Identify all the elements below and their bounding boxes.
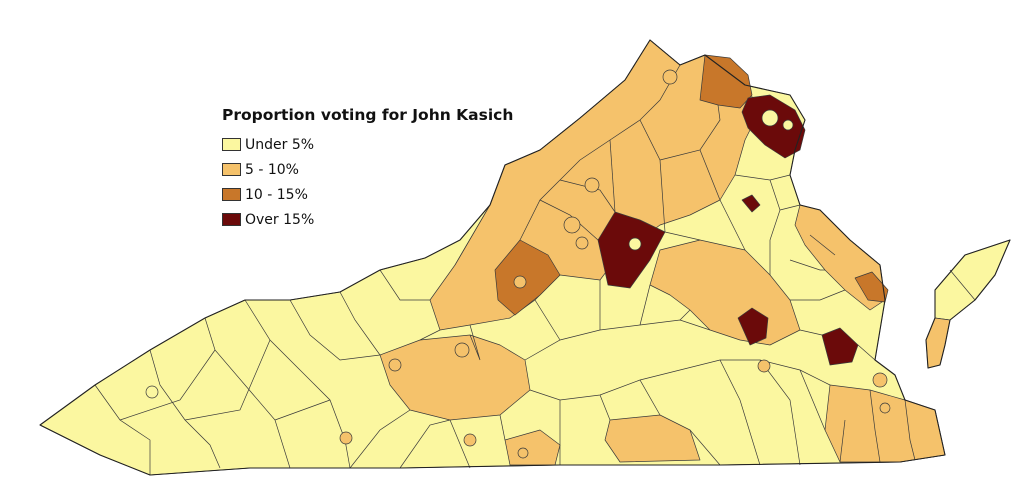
legend: Proportion voting for John Kasich Under …	[222, 106, 513, 232]
legend-swatch	[222, 163, 241, 176]
county-lancaster	[854, 271, 889, 303]
legend-swatch	[222, 188, 241, 201]
region-southeast-orange	[824, 384, 946, 463]
legend-item-over-15: Over 15%	[222, 207, 513, 232]
legend-swatch	[222, 138, 241, 151]
county-borders	[94, 64, 976, 475]
legend-item-5-10: 5 - 10%	[222, 157, 513, 182]
state-outline	[39, 39, 946, 476]
county-james-city	[821, 327, 859, 366]
legend-item-10-15: 10 - 15%	[222, 182, 513, 207]
county-fairfax	[741, 94, 806, 159]
legend-swatch	[222, 213, 241, 226]
legend-title: Proportion voting for John Kasich	[222, 106, 514, 124]
county-spotsylvania-city	[741, 194, 761, 213]
region-southside-orange	[504, 429, 561, 466]
legend-label: 10 - 15%	[245, 186, 308, 203]
independent-cities	[145, 69, 891, 459]
county-loudoun	[699, 54, 753, 109]
legend-label: Under 5%	[245, 136, 315, 153]
legend-label: 5 - 10%	[245, 161, 299, 178]
legend-item-under-5: Under 5%	[222, 132, 513, 157]
county-albemarle	[597, 211, 666, 289]
county-rockbridge	[494, 239, 561, 316]
eastern-shore-south	[925, 317, 951, 369]
legend-label: Over 15%	[245, 211, 315, 228]
county-henrico	[737, 307, 769, 346]
